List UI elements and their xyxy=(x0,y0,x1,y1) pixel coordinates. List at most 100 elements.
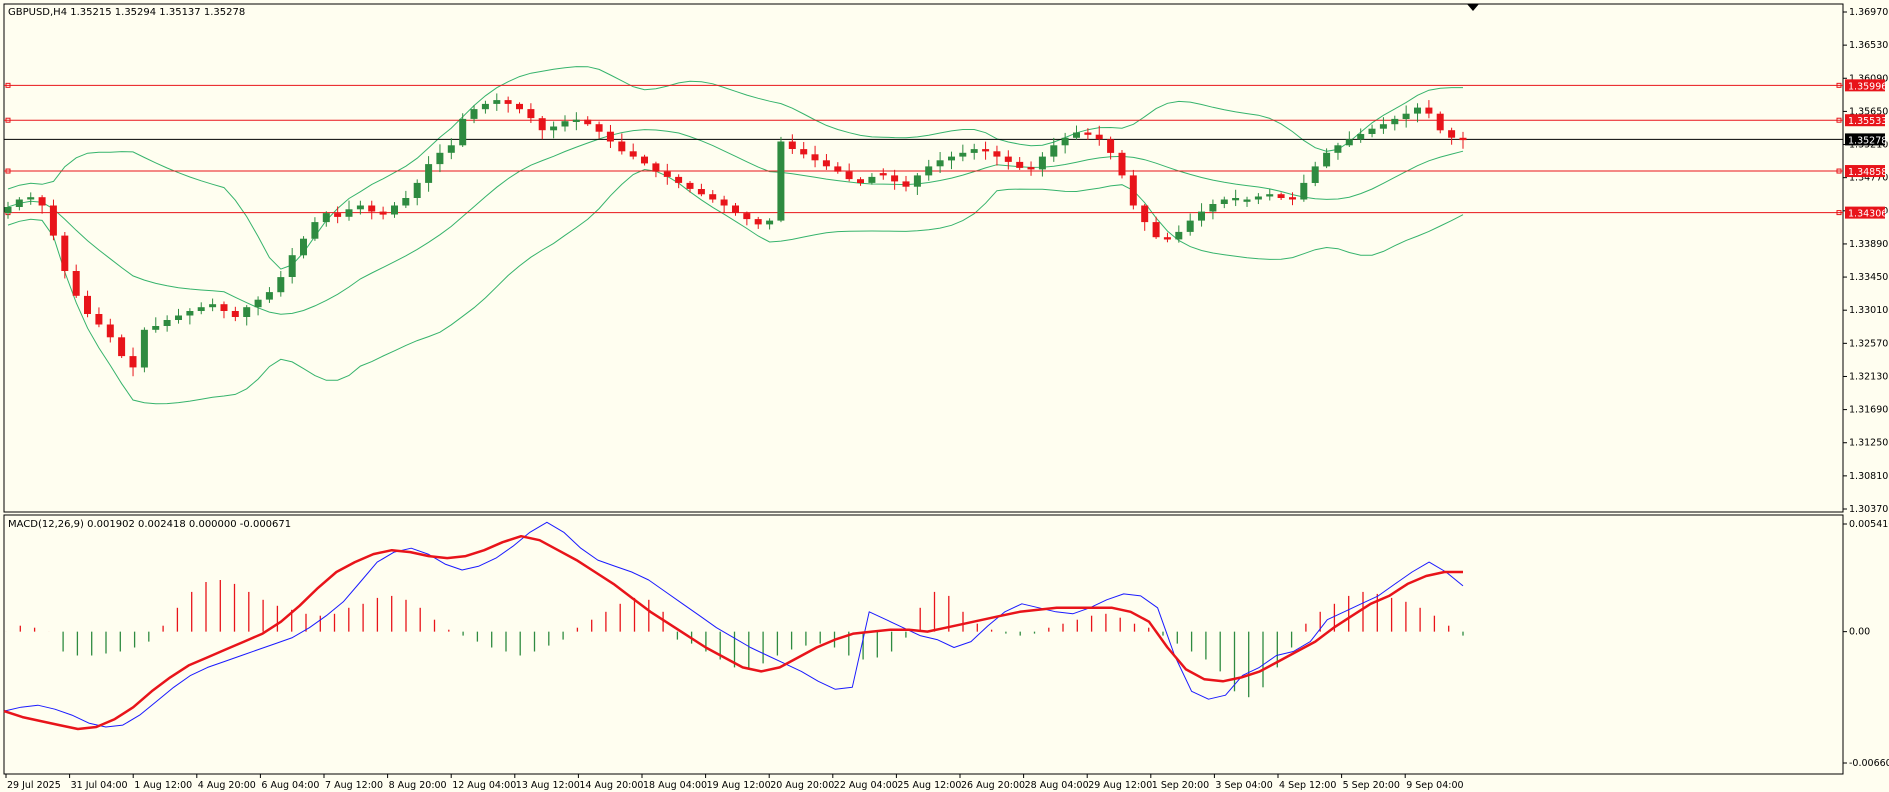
chart-shift-marker-icon[interactable] xyxy=(1467,4,1479,11)
bull-candle xyxy=(175,315,182,320)
bull-candle xyxy=(436,152,444,165)
bear-candle xyxy=(334,213,342,217)
bear-candle xyxy=(595,124,603,132)
level-price-tag xyxy=(1845,165,1885,178)
time-axis-label: 25 Aug 12:00 xyxy=(897,780,961,791)
price-axis-tick-label: 1.31690 xyxy=(1849,405,1888,416)
bull-candle xyxy=(15,199,23,207)
bear-candle xyxy=(368,205,376,212)
bear-candle xyxy=(732,205,739,213)
bear-candle xyxy=(1289,197,1296,200)
bull-candle xyxy=(1232,198,1240,201)
bull-candle xyxy=(1391,118,1399,125)
bull-candle xyxy=(959,152,967,157)
time-axis-label: 4 Sep 12:00 xyxy=(1279,780,1336,791)
price-axis-tick-label: 1.35650 xyxy=(1849,106,1888,117)
level-anchor-right xyxy=(1836,210,1842,216)
bull-candle xyxy=(197,307,205,311)
bear-candle xyxy=(709,194,717,200)
bull-candle xyxy=(163,320,171,326)
time-axis-label: 14 Aug 20:00 xyxy=(579,780,643,791)
time-axis-label: 31 Jul 04:00 xyxy=(71,780,128,791)
macd-info-label: MACD(12,26,9) 0.001902 0.002418 0.000000… xyxy=(8,519,291,530)
level-anchor-right xyxy=(1836,117,1842,123)
time-axis-label: 12 Aug 04:00 xyxy=(452,780,516,791)
price-panel[interactable] xyxy=(4,66,1843,405)
bear-candle xyxy=(618,141,626,152)
axes: 1.369701.365301.360901.356501.352101.347… xyxy=(5,7,1889,791)
bear-candle xyxy=(129,356,137,368)
current-price-label: 1.35278 xyxy=(1848,135,1887,146)
bull-candle xyxy=(1402,113,1410,119)
level-anchor-right xyxy=(1836,82,1842,88)
level-price-label: 1.34858 xyxy=(1848,167,1887,178)
bear-candle xyxy=(800,149,808,155)
bear-candle xyxy=(1016,161,1024,168)
bull-candle xyxy=(356,205,364,210)
macd-axis-tick-label: 0.005416 xyxy=(1849,519,1889,530)
bear-candle xyxy=(1448,130,1456,138)
price-axis-tick-label: 1.33450 xyxy=(1849,272,1888,283)
time-axis-label: 7 Aug 12:00 xyxy=(325,780,383,791)
time-axis-label: 5 Sep 20:00 xyxy=(1343,780,1400,791)
macd-axis-tick-label: -0.006609 xyxy=(1849,758,1889,769)
bull-candle xyxy=(1300,182,1308,200)
bull-candle xyxy=(254,299,262,308)
bear-candle xyxy=(538,118,546,131)
bear-candle xyxy=(1152,222,1160,238)
price-axis-tick-label: 1.32130 xyxy=(1849,371,1888,382)
bear-candle xyxy=(379,211,387,215)
bear-candle xyxy=(993,151,1001,157)
bear-candle xyxy=(1436,113,1444,131)
bull-candle xyxy=(948,156,955,161)
bull-candle xyxy=(459,118,467,146)
bear-candle xyxy=(516,103,523,110)
bear-candle xyxy=(84,295,91,314)
bear-candle xyxy=(629,151,637,157)
current-price-tag xyxy=(1845,133,1885,146)
bollinger-middle-band xyxy=(7,129,1464,315)
bull-candle xyxy=(1323,152,1331,167)
bear-candle xyxy=(879,173,887,176)
time-axis-label: 4 Aug 20:00 xyxy=(198,780,256,791)
bear-candle xyxy=(1141,205,1149,223)
bull-candle xyxy=(561,121,569,127)
bear-candle xyxy=(902,181,910,187)
symbol-info-label: GBPUSD,H4 1.35215 1.35294 1.35137 1.3527… xyxy=(8,7,245,18)
bear-candle xyxy=(788,141,796,149)
bull-candle xyxy=(868,176,876,183)
bull-candle xyxy=(265,292,273,300)
bear-candle xyxy=(61,235,69,271)
bull-candle xyxy=(243,307,251,317)
bollinger-lower-band xyxy=(7,168,1464,405)
bull-candle xyxy=(1334,145,1342,153)
time-axis-label: 22 Aug 04:00 xyxy=(834,780,898,791)
price-axis-tick-label: 1.36530 xyxy=(1849,40,1888,51)
time-axis-label: 26 Aug 20:00 xyxy=(961,780,1025,791)
bear-candle xyxy=(1163,237,1171,240)
bull-candle xyxy=(550,126,558,131)
bear-candle xyxy=(1107,139,1115,153)
price-axis-tick-label: 1.33890 xyxy=(1849,239,1888,250)
bull-candle xyxy=(425,164,433,183)
bear-candle xyxy=(834,166,842,172)
bull-candle xyxy=(481,103,489,110)
bear-candle xyxy=(49,205,57,236)
bull-candle xyxy=(391,205,398,215)
bear-candle xyxy=(606,131,614,142)
time-axis-label: 3 Sep 04:00 xyxy=(1215,780,1272,791)
bear-candle xyxy=(1425,107,1433,114)
time-axis-label: 1 Aug 12:00 xyxy=(134,780,192,791)
price-axis-tick-label: 1.36970 xyxy=(1849,7,1888,18)
bull-candle xyxy=(209,304,217,308)
bear-candle xyxy=(118,337,126,357)
level-anchor-right xyxy=(1836,168,1842,174)
bear-candle xyxy=(38,197,46,206)
bull-candle xyxy=(288,255,296,277)
price-axis-tick-label: 1.34770 xyxy=(1849,173,1888,184)
bull-candle xyxy=(4,207,12,213)
bear-candle xyxy=(982,149,990,152)
macd-panel[interactable] xyxy=(3,521,1464,731)
time-axis-label: 19 Aug 12:00 xyxy=(707,780,771,791)
